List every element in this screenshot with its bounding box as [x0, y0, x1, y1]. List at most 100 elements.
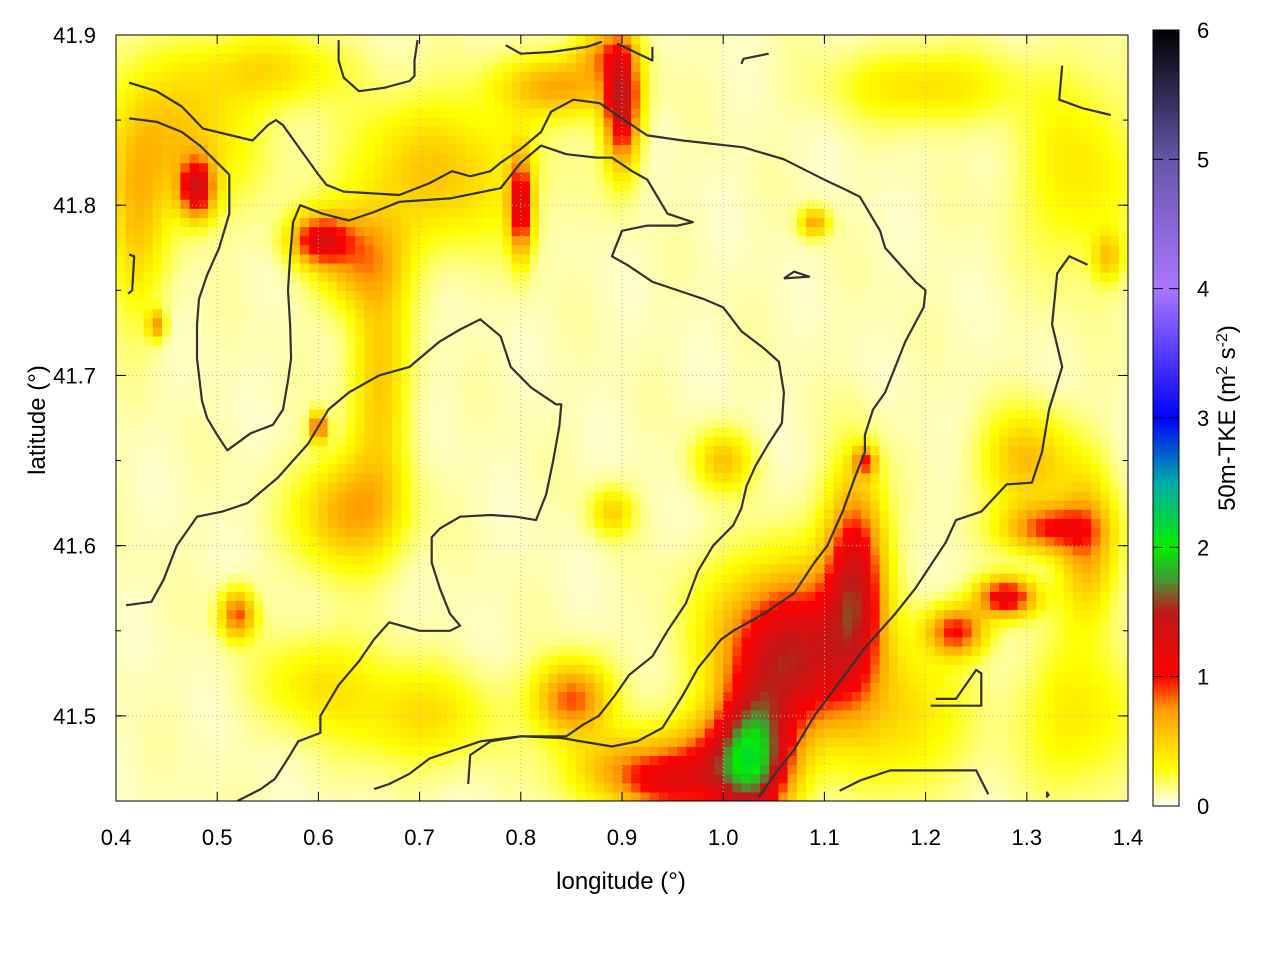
heatmap-cell: [548, 791, 559, 801]
heatmap-cell: [373, 490, 384, 501]
heatmap-cell: [631, 244, 641, 255]
heatmap-cell: [382, 281, 393, 291]
heatmap-cell: [511, 700, 522, 711]
heatmap-cell: [484, 208, 494, 218]
heatmap-cell: [263, 573, 273, 583]
heatmap-cell: [401, 89, 411, 100]
heatmap-cell: [631, 645, 641, 656]
heatmap-cell: [401, 226, 411, 237]
heatmap-cell: [125, 199, 135, 209]
heatmap-cell: [327, 62, 338, 73]
heatmap-cell: [263, 317, 273, 328]
heatmap-cell: [300, 418, 310, 428]
heatmap-cell: [318, 500, 329, 510]
heatmap-cell: [364, 217, 375, 228]
heatmap-cell: [438, 190, 448, 200]
heatmap-cell: [484, 573, 494, 583]
heatmap-cell: [594, 600, 605, 611]
heatmap-cell: [336, 573, 347, 583]
heatmap-cell: [447, 463, 457, 474]
heatmap-cell: [410, 545, 421, 556]
heatmap-cell: [530, 573, 540, 583]
heatmap-cell: [557, 390, 568, 401]
heatmap-cell: [465, 536, 476, 547]
heatmap-cell: [327, 664, 338, 674]
heatmap-cell: [456, 217, 467, 228]
heatmap-cell: [152, 262, 163, 273]
heatmap-cell: [134, 117, 145, 127]
heatmap-cell: [493, 682, 503, 693]
heatmap-cell: [125, 737, 135, 747]
heatmap-cell: [235, 235, 246, 246]
heatmap-cell: [585, 363, 595, 374]
heatmap-cell: [474, 126, 485, 136]
heatmap-cell: [318, 454, 329, 465]
heatmap-cell: [401, 573, 411, 583]
heatmap-cell: [530, 673, 540, 684]
heatmap-cell: [631, 107, 641, 118]
heatmap-cell: [474, 636, 485, 647]
heatmap-cell: [198, 126, 209, 136]
heatmap-cell: [180, 664, 191, 674]
heatmap-cell: [576, 62, 586, 73]
heatmap-cell: [649, 62, 660, 73]
heatmap-cell: [244, 235, 255, 246]
heatmap-cell: [447, 363, 457, 374]
heatmap-cell: [585, 536, 595, 547]
heatmap-cell: [456, 62, 467, 73]
heatmap-cell: [116, 308, 126, 319]
heatmap-cell: [171, 317, 181, 328]
heatmap-cell: [143, 418, 154, 428]
heatmap-cell: [116, 372, 126, 383]
heatmap-cell: [364, 636, 375, 647]
heatmap-cell: [263, 773, 273, 784]
heatmap-cell: [594, 308, 605, 319]
heatmap-cell: [419, 162, 430, 173]
heatmap-cell: [410, 700, 421, 711]
heatmap-cell: [410, 208, 421, 218]
heatmap-cell: [649, 554, 660, 565]
heatmap-cell: [622, 408, 632, 419]
heatmap-cell: [355, 418, 365, 428]
heatmap-cell: [603, 53, 614, 63]
heatmap-cell: [566, 664, 577, 674]
heatmap-cell: [143, 782, 154, 793]
heatmap-cell: [355, 126, 365, 136]
heatmap-cell: [640, 217, 651, 228]
heatmap-cell: [511, 673, 522, 684]
heatmap-cell: [125, 527, 135, 538]
heatmap-cell: [520, 281, 531, 291]
heatmap-cell: [622, 454, 632, 465]
heatmap-cell: [180, 445, 191, 456]
heatmap-cell: [318, 427, 329, 437]
heatmap-cell: [419, 244, 430, 255]
heatmap-cell: [576, 655, 586, 665]
heatmap-cell: [217, 682, 227, 693]
heatmap-cell: [603, 171, 614, 182]
heatmap-cell: [272, 244, 283, 255]
heatmap-cell: [309, 345, 319, 355]
heatmap-cell: [327, 153, 338, 164]
heatmap-cell: [373, 35, 384, 45]
heatmap-cell: [566, 673, 577, 684]
heatmap-cell: [493, 582, 503, 592]
heatmap-cell: [346, 190, 356, 200]
heatmap-cell: [116, 363, 126, 374]
heatmap-cell: [189, 718, 200, 729]
heatmap-cell: [419, 408, 430, 419]
heatmap-cell: [484, 627, 494, 638]
heatmap-cell: [125, 35, 135, 45]
heatmap-cell: [603, 162, 614, 173]
heatmap-cell: [272, 481, 283, 492]
heatmap-cell: [180, 755, 191, 766]
heatmap-cell: [640, 545, 651, 556]
heatmap-cell: [401, 436, 411, 446]
heatmap-cell: [631, 180, 641, 191]
heatmap-cell: [300, 217, 310, 228]
heatmap-cell: [355, 107, 365, 118]
heatmap-cell: [640, 262, 651, 273]
heatmap-cell: [456, 35, 467, 45]
heatmap-cell: [208, 190, 218, 200]
heatmap-cell: [622, 554, 632, 565]
heatmap-cell: [373, 244, 384, 255]
